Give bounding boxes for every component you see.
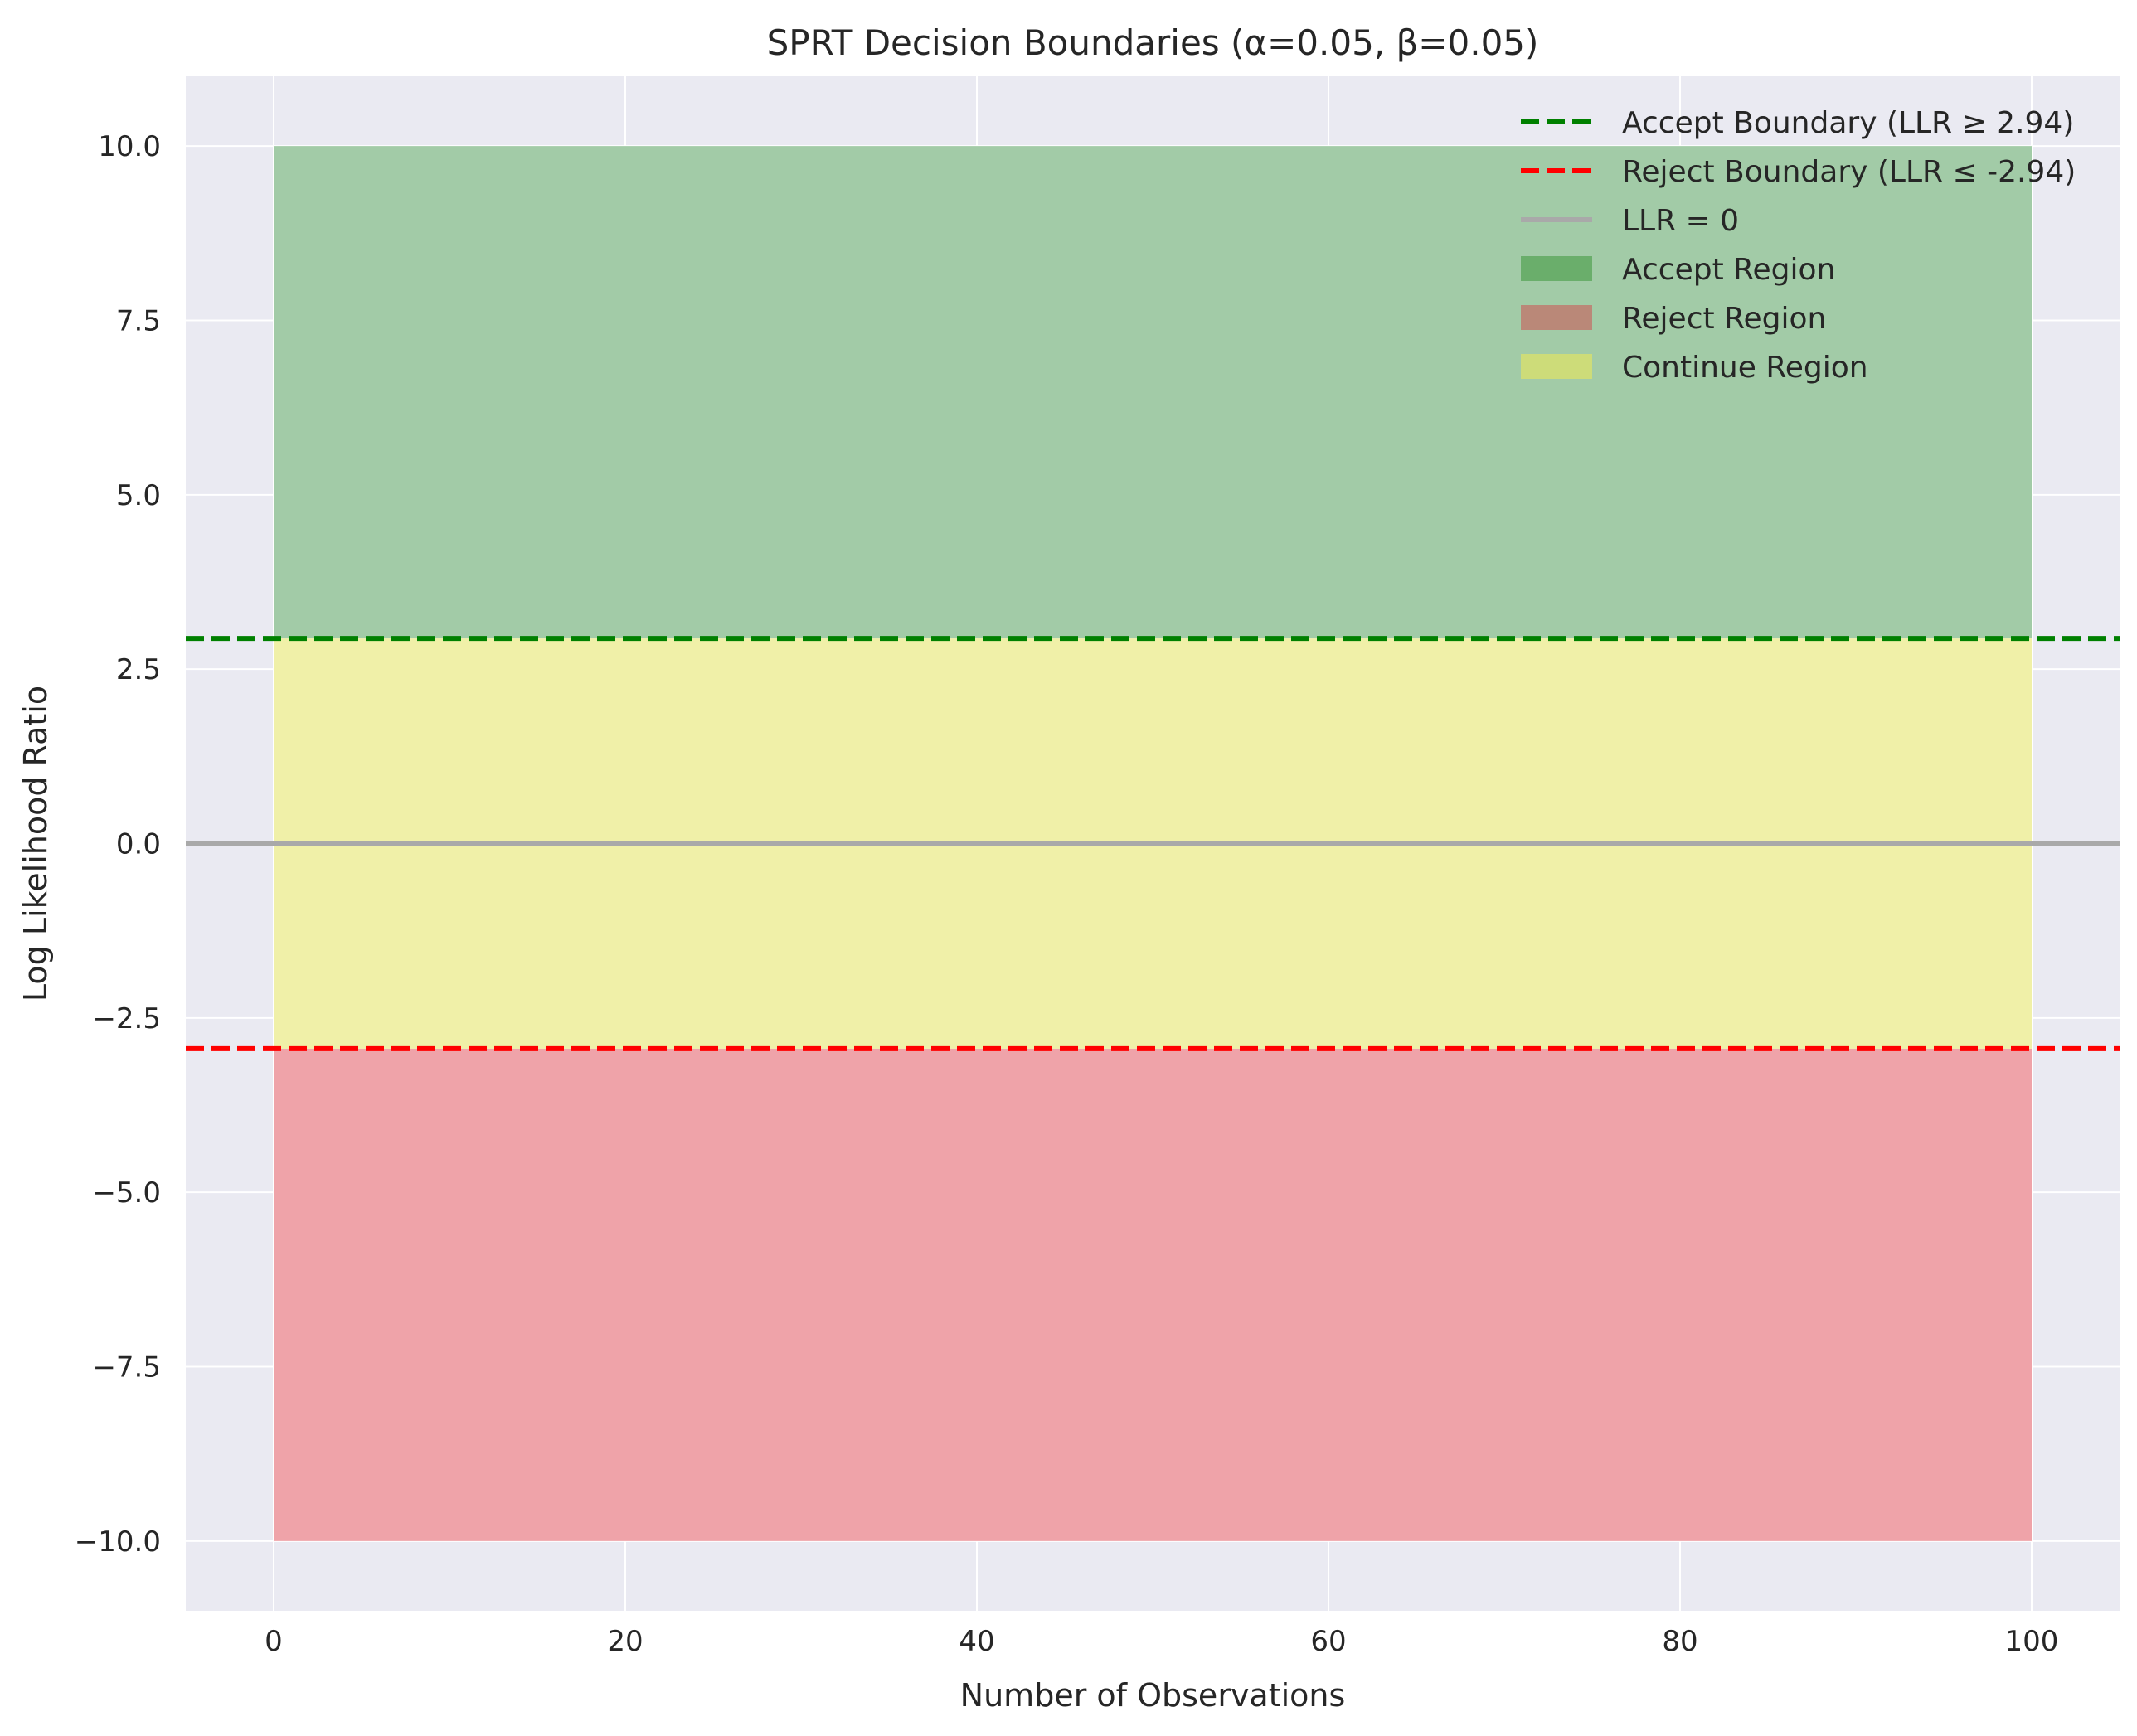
y-tick-label: 5.0 — [116, 479, 161, 512]
y-tick-label: −5.0 — [92, 1176, 161, 1210]
legend-accept-boundary-label: Accept Boundary (LLR ≥ 2.94) — [1622, 106, 2074, 140]
y-axis-label: Log Likelihood Ratio — [17, 686, 54, 1001]
legend-accept-region-swatch — [1521, 256, 1592, 281]
y-tick-label: 7.5 — [116, 304, 161, 337]
boundary-lines — [186, 636, 2120, 1051]
accept-region — [274, 146, 2032, 639]
x-tick-label: 0 — [265, 1625, 283, 1658]
x-tick-labels: 0 20 40 60 80 100 — [265, 1625, 2058, 1658]
y-tick-label: 10.0 — [98, 130, 161, 163]
x-tick-label: 40 — [959, 1625, 994, 1658]
x-tick-label: 80 — [1662, 1625, 1697, 1658]
legend-zero-line-label: LLR = 0 — [1622, 204, 1739, 238]
legend-continue-region-swatch — [1521, 354, 1592, 379]
x-tick-label: 100 — [2005, 1625, 2059, 1658]
y-tick-label: −2.5 — [92, 1002, 161, 1035]
chart-title: SPRT Decision Boundaries (α=0.05, β=0.05… — [767, 22, 1539, 63]
legend-continue-region-label: Continue Region — [1622, 351, 1868, 385]
y-tick-label: 2.5 — [116, 653, 161, 686]
y-tick-label: 0.0 — [116, 828, 161, 861]
x-axis-label: Number of Observations — [960, 1677, 1346, 1714]
x-tick-label: 60 — [1310, 1625, 1346, 1658]
legend-reject-region-swatch — [1521, 305, 1592, 330]
x-tick-label: 20 — [607, 1625, 643, 1658]
y-tick-label: −7.5 — [92, 1351, 161, 1384]
legend-reject-boundary-label: Reject Boundary (LLR ≤ -2.94) — [1622, 155, 2076, 189]
legend-accept-region-label: Accept Region — [1622, 253, 1835, 287]
legend-reject-region-label: Reject Region — [1622, 302, 1826, 336]
reject-region — [274, 1048, 2032, 1541]
legend: Accept Boundary (LLR ≥ 2.94) Reject Bound… — [1521, 106, 2076, 385]
y-tick-label: −10.0 — [75, 1525, 161, 1559]
y-tick-labels: −10.0 −7.5 −5.0 −2.5 0.0 2.5 5.0 7.5 10.0 — [75, 130, 161, 1559]
